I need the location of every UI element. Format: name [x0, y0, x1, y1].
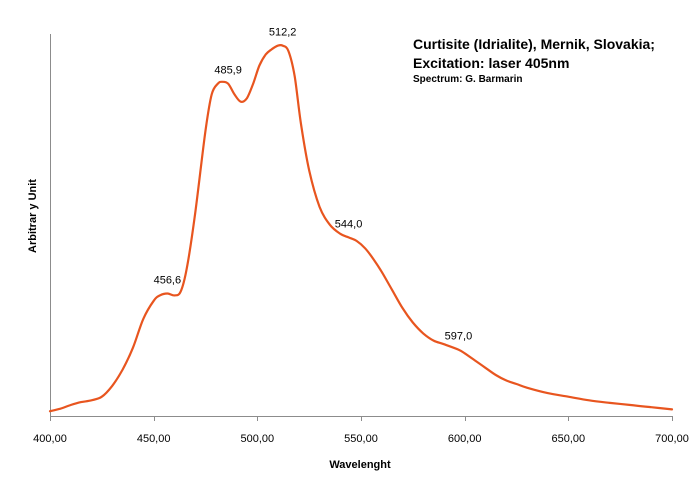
peak-label: 456,6: [154, 275, 182, 287]
chart-title-line-2: Excitation: laser 405nm: [413, 55, 570, 71]
peak-label: 485,9: [214, 65, 242, 77]
x-tick-label: 700,00: [655, 433, 689, 445]
y-axis-label: Arbitrar y Unit: [27, 179, 39, 253]
x-tick-label: 400,00: [33, 433, 67, 445]
x-tick-label: 550,00: [344, 433, 378, 445]
chart-title-line-1: Curtisite (Idrialite), Mernik, Slovakia;: [413, 36, 655, 52]
x-tick-label: 500,00: [241, 433, 275, 445]
x-axis-label: Wavelenght: [329, 459, 391, 471]
x-tick-label: 450,00: [137, 433, 171, 445]
peak-label: 597,0: [445, 331, 473, 343]
chart-subtitle: Spectrum: G. Barmarin: [413, 74, 523, 85]
chart-title-block: Curtisite (Idrialite), Mernik, Slovakia;…: [413, 35, 655, 87]
peak-label: 544,0: [335, 218, 363, 230]
peak-label: 512,2: [269, 27, 297, 39]
x-tick-label: 650,00: [552, 433, 586, 445]
peak-labels: 456,6 485,9 512,2 544,0 597,0: [154, 27, 473, 343]
x-tick-label: 600,00: [448, 433, 482, 445]
spectrum-line: [48, 43, 674, 413]
x-tick-labels: 400,00 450,00 500,00 550,00 600,00 650,00 700,…: [33, 416, 689, 445]
